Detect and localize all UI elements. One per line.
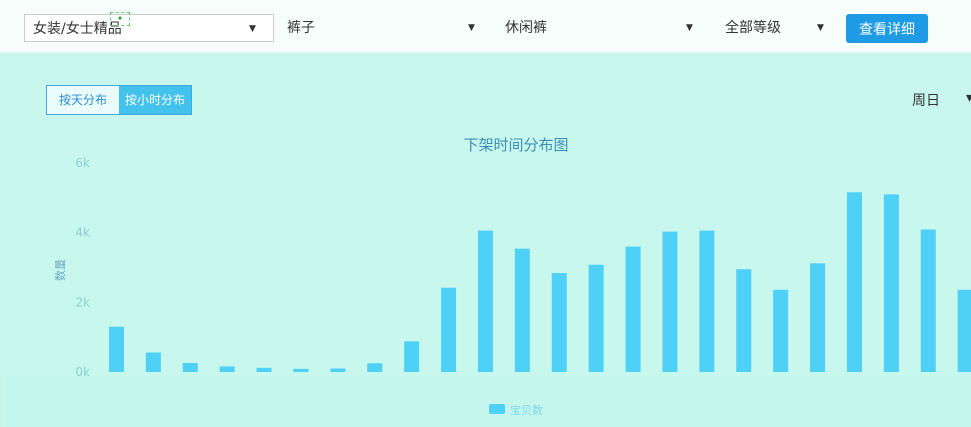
bar-hour-18[interactable]: [773, 289, 789, 372]
category-select[interactable]: 女装/女士精品 ▼: [24, 14, 274, 42]
tab-by-hour[interactable]: 按小时分布: [119, 86, 191, 114]
subcategory-select[interactable]: 裤子 ▼: [287, 14, 487, 42]
level-select[interactable]: 全部等级 ▼: [725, 14, 835, 42]
bar-hour-7[interactable]: [367, 363, 383, 372]
bar-hour-9[interactable]: [441, 287, 457, 372]
category-select-value: 女装/女士精品: [33, 21, 122, 37]
bar-hour-11[interactable]: [514, 248, 530, 372]
bar-hour-15[interactable]: [662, 231, 678, 372]
bar-hour-22[interactable]: [920, 229, 936, 372]
y-tick-label: 0k: [75, 365, 90, 379]
bar-hour-10[interactable]: [477, 230, 493, 372]
tab-by-day[interactable]: 按天分布: [47, 86, 119, 114]
chevron-down-icon: ▼: [686, 23, 693, 33]
level-select-value: 全部等级: [725, 20, 781, 36]
y-tick-label: 4k: [75, 226, 90, 240]
bar-hour-21[interactable]: [883, 194, 899, 372]
bar-hour-16[interactable]: [699, 230, 715, 372]
bar-hour-8[interactable]: [404, 341, 420, 372]
chart-footer: [5, 376, 971, 427]
style-select-value: 休闲裤: [505, 20, 547, 36]
bar-hour-4[interactable]: [256, 367, 272, 372]
bar-hour-20[interactable]: [846, 192, 862, 372]
bar-hour-19[interactable]: [810, 263, 826, 372]
bar-hour-6[interactable]: [330, 368, 346, 372]
bar-hour-23[interactable]: [957, 289, 971, 372]
chevron-down-icon[interactable]: ▾: [966, 90, 971, 106]
bar-hour-14[interactable]: [625, 246, 641, 372]
y-tick-label: 2k: [75, 295, 90, 309]
bar-hour-2[interactable]: [182, 362, 198, 372]
bar-hour-13[interactable]: [588, 264, 604, 372]
bar-hour-1[interactable]: [145, 352, 161, 372]
chart-title: 下架时间分布图: [463, 136, 568, 154]
bar-hour-5[interactable]: [293, 368, 309, 372]
bar-hour-3[interactable]: [219, 366, 235, 372]
y-tick-label: 6k: [75, 156, 90, 170]
filter-bar: 女装/女士精品 ▼ ✦ 裤子 ▼ 休闲裤 ▼ 全部等级 ▼ 查看详细: [0, 0, 971, 53]
distribution-tabs: 按天分布 按小时分布: [46, 85, 192, 115]
bar-hour-12[interactable]: [551, 273, 567, 372]
chevron-down-icon: ▼: [817, 23, 824, 33]
view-detail-button[interactable]: 查看详细: [846, 14, 928, 43]
y-axis-label: 数量: [54, 259, 67, 281]
chevron-down-icon: ▼: [249, 24, 256, 34]
day-label[interactable]: 周日: [912, 93, 940, 109]
style-select[interactable]: 休闲裤 ▼: [505, 14, 705, 42]
subcategory-select-value: 裤子: [287, 20, 315, 36]
chevron-down-icon: ▼: [468, 23, 475, 33]
bar-hour-0[interactable]: [108, 326, 124, 372]
bar-hour-17[interactable]: [736, 269, 752, 372]
image-icon: ✦: [110, 12, 130, 26]
